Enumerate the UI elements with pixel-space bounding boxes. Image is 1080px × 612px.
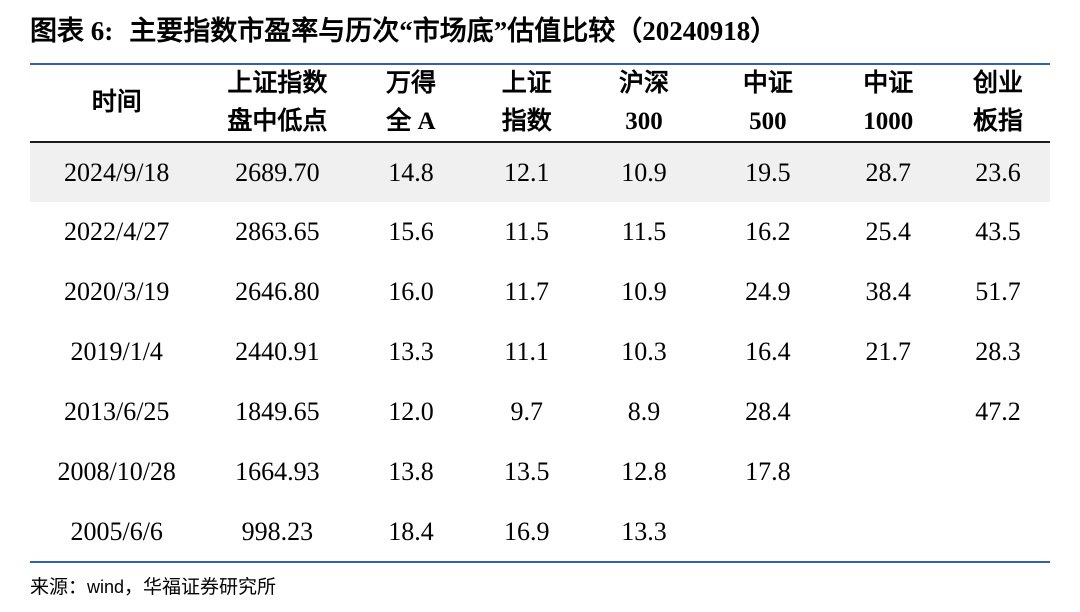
pe-valuation-table: 时间 上证指数 盘中低点 万得全 A 上证 指数 沪深 300 中证 500 中证 1000 创业 板指 … <box>30 63 1050 563</box>
column-header: 中证 1000 <box>830 64 946 143</box>
value-cell: 11.1 <box>504 337 549 366</box>
value-cell <box>831 442 946 502</box>
value-cell: 43.5 <box>975 217 1021 246</box>
source-note: 来源：wind，华福证券研究所 <box>30 575 1050 600</box>
table-row: 2019/1/4 2440.91 13.3 11.1 10.3 16.4 21.7 28.3 <box>30 322 1050 382</box>
value-cell: 11.5 <box>621 217 667 246</box>
exhibit-title-text: 主要指数市盈率与历次“市场底”估值比较（20240918） <box>129 16 778 46</box>
value-cell: 13.3 <box>621 516 667 546</box>
value-cell: 2440.91 <box>235 337 320 366</box>
value-cell: 16.2 <box>745 217 791 246</box>
date-cell: 2019/1/4 <box>70 337 163 366</box>
value-cell: 2863.65 <box>235 217 320 246</box>
source-prefix: 来源： <box>30 577 88 598</box>
value-cell: 16.4 <box>745 337 791 366</box>
column-header: 上证指数 盘中低点 <box>203 64 352 143</box>
value-cell: 28.4 <box>745 397 791 426</box>
date-cell: 2022/4/27 <box>63 217 170 246</box>
value-cell <box>831 382 946 442</box>
date-cell: 2013/6/25 <box>63 397 170 426</box>
table-row: 2024/9/18 2689.70 14.8 12.1 10.9 19.5 28.7 23.6 <box>30 142 1050 202</box>
value-cell: 23.6 <box>975 157 1021 187</box>
value-cell: 38.4 <box>865 277 912 306</box>
value-cell: 16.9 <box>503 516 550 546</box>
value-cell: 1664.93 <box>235 457 320 486</box>
value-cell: 51.7 <box>975 277 1021 306</box>
value-cell: 21.7 <box>865 337 912 366</box>
table-header: 时间 上证指数 盘中低点 万得全 A 上证 指数 沪深 300 中证 500 中证 1000 创业 板指 <box>30 64 1050 143</box>
value-cell <box>705 502 830 562</box>
value-cell: 24.9 <box>745 277 791 306</box>
value-cell: 28.3 <box>975 337 1021 366</box>
value-cell: 2646.80 <box>235 277 320 306</box>
column-header: 时间 <box>30 64 204 143</box>
value-cell <box>946 502 1050 562</box>
value-cell: 13.5 <box>503 457 550 486</box>
column-header: 上证 指数 <box>470 64 583 143</box>
value-cell: 13.3 <box>388 337 434 366</box>
value-cell: 18.4 <box>388 516 434 546</box>
table-row: 2013/6/25 1849.65 12.0 9.7 8.9 28.4 47.2 <box>30 382 1050 442</box>
value-cell: 17.8 <box>745 457 791 486</box>
exhibit-title: 图表 6: 主要指数市盈率与历次“市场底”估值比较（20240918） <box>30 0 1050 48</box>
column-header: 沪深 300 <box>582 64 706 143</box>
table-header-row: 时间 上证指数 盘中低点 万得全 A 上证 指数 沪深 300 中证 500 中证 1000 创业 板指 <box>30 64 1050 143</box>
value-cell: 8.9 <box>627 397 661 426</box>
exhibit-number-label: 图表 6: <box>30 16 114 46</box>
value-cell: 11.7 <box>504 277 549 306</box>
value-cell: 12.1 <box>503 157 550 187</box>
value-cell: 16.0 <box>388 277 434 306</box>
value-cell: 28.7 <box>865 157 912 187</box>
value-cell: 25.4 <box>865 217 912 246</box>
value-cell: 19.5 <box>745 157 791 187</box>
value-cell: 1849.65 <box>235 397 320 426</box>
value-cell: 11.5 <box>504 217 549 246</box>
value-cell <box>946 442 1050 502</box>
date-cell: 2020/3/19 <box>63 277 170 306</box>
value-cell: 13.8 <box>388 457 434 486</box>
source-rest: ，华福证券研究所 <box>124 577 277 598</box>
value-cell: 15.6 <box>388 217 434 246</box>
table-row: 2022/4/27 2863.65 15.6 11.5 11.5 16.2 25.4 43.5 <box>30 202 1050 262</box>
date-cell: 2008/10/28 <box>57 457 176 486</box>
value-cell: 14.8 <box>388 157 434 187</box>
value-cell: 47.2 <box>975 397 1021 426</box>
date-cell: 2005/6/6 <box>70 516 163 546</box>
value-cell: 10.9 <box>621 277 667 306</box>
value-cell: 12.0 <box>388 397 434 426</box>
value-cell: 998.23 <box>241 516 314 546</box>
value-cell: 9.7 <box>510 397 543 426</box>
value-cell: 12.8 <box>621 457 667 486</box>
value-cell: 2689.70 <box>235 157 320 187</box>
table-row: 2008/10/28 1664.93 13.8 13.5 12.8 17.8 <box>30 442 1050 502</box>
column-header: 中证 500 <box>705 64 831 143</box>
date-cell: 2024/9/18 <box>63 157 170 187</box>
source-wind: wind <box>87 577 125 597</box>
table-row: 2020/3/19 2646.80 16.0 11.7 10.9 24.9 38.4 51.7 <box>30 262 1050 322</box>
column-header: 万得全 A <box>351 64 471 143</box>
table-row: 2005/6/6 998.23 18.4 16.9 13.3 <box>30 502 1050 562</box>
value-cell <box>831 502 946 562</box>
value-cell: 10.9 <box>621 157 667 187</box>
value-cell: 10.3 <box>621 337 667 366</box>
table-body: 2024/9/18 2689.70 14.8 12.1 10.9 19.5 28.7 23.6… <box>30 142 1050 562</box>
column-header: 创业 板指 <box>945 64 1050 143</box>
